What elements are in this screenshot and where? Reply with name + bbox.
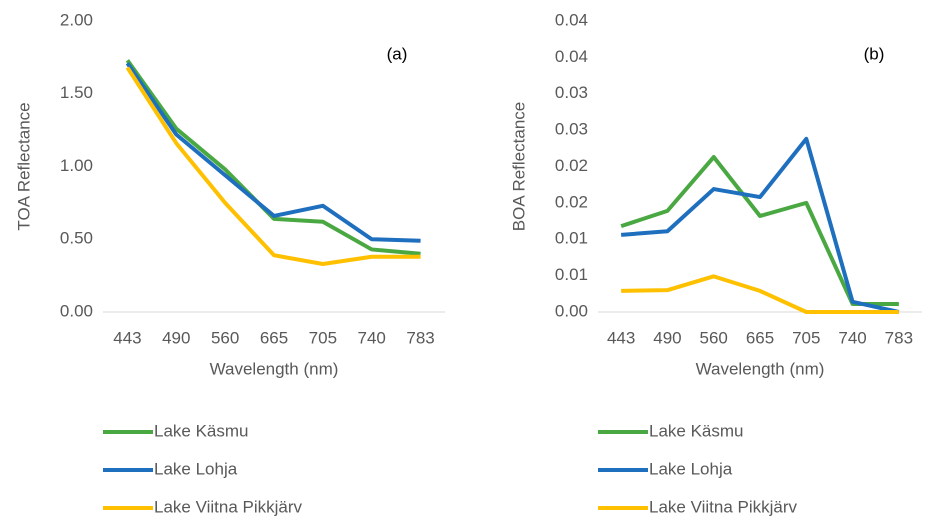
x-tick-label: 705 xyxy=(309,328,337,347)
legend-label: Lake Lohja xyxy=(154,459,238,478)
y-tick-label: 0.00 xyxy=(555,301,588,320)
y-axis-label: BOA Reflectance xyxy=(509,102,528,231)
annotation: (b) xyxy=(864,44,885,63)
x-tick-label: 740 xyxy=(358,328,386,347)
x-tick-label: 665 xyxy=(260,328,288,347)
series-line xyxy=(125,59,421,256)
y-tick-label: 0.02 xyxy=(555,156,588,175)
x-tick-label: 705 xyxy=(792,328,820,347)
y-tick-label: 2.00 xyxy=(60,10,93,29)
x-tick-label: 560 xyxy=(211,328,239,347)
x-tick-label: 560 xyxy=(700,328,728,347)
legend-label: Lake Käsmu xyxy=(154,421,249,440)
legend-label: Lake Viitna Pikkjärv xyxy=(154,497,303,516)
y-tick-label: 1.50 xyxy=(60,83,93,102)
series-line xyxy=(125,66,421,266)
x-tick-label: 783 xyxy=(885,328,913,347)
y-tick-label: 1.00 xyxy=(60,156,93,175)
x-tick-label: 443 xyxy=(113,328,141,347)
x-tick-label: 665 xyxy=(746,328,774,347)
y-tick-label: 0.03 xyxy=(555,83,588,102)
series-line xyxy=(125,62,421,243)
y-tick-label: 0.01 xyxy=(555,265,588,284)
y-tick-label: 0.00 xyxy=(60,301,93,320)
x-tick-label: 740 xyxy=(838,328,866,347)
x-tick-label: 783 xyxy=(406,328,434,347)
y-tick-label: 0.04 xyxy=(555,47,588,66)
y-axis-label: TOA Reflectance xyxy=(14,102,33,230)
legend-label: Lake Lohja xyxy=(649,459,733,478)
y-tick-label: 0.01 xyxy=(555,229,588,248)
y-tick-label: 0.04 xyxy=(555,10,588,29)
legend-label: Lake Viitna Pikkjärv xyxy=(649,497,798,516)
y-tick-label: 0.03 xyxy=(555,120,588,139)
series-line xyxy=(620,136,900,314)
x-tick-label: 490 xyxy=(162,328,190,347)
annotation: (a) xyxy=(387,44,408,63)
series-line xyxy=(621,274,899,314)
x-tick-label: 443 xyxy=(607,328,635,347)
x-axis-label: Wavelength (nm) xyxy=(210,359,339,378)
legend-label: Lake Käsmu xyxy=(649,421,744,440)
series-line xyxy=(620,155,899,306)
x-axis-label: Wavelength (nm) xyxy=(696,359,825,378)
y-tick-label: 0.02 xyxy=(555,192,588,211)
x-tick-label: 490 xyxy=(653,328,681,347)
y-tick-label: 0.50 xyxy=(60,229,93,248)
